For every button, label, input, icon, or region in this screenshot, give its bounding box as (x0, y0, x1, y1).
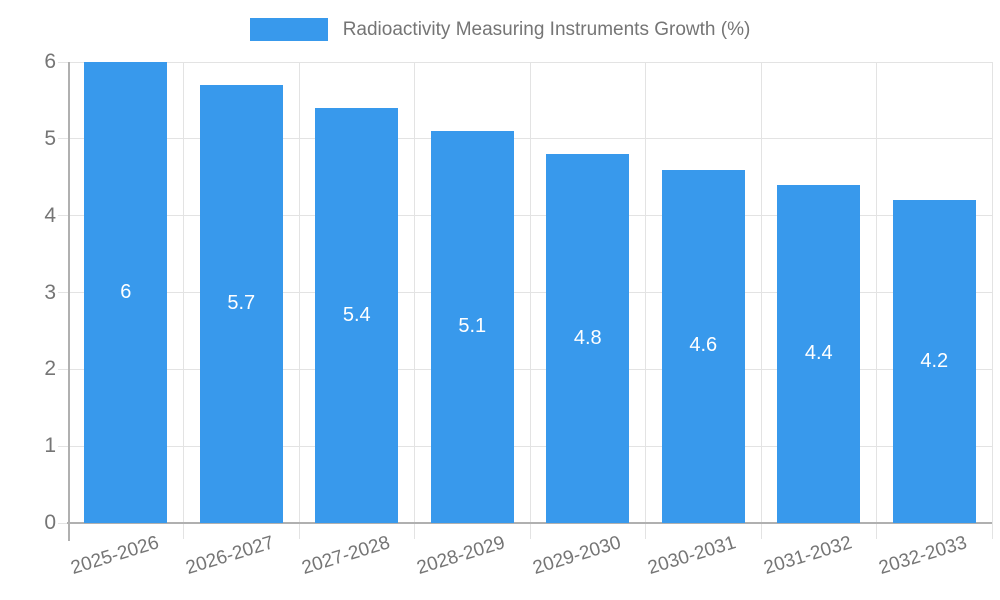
x-axis-tick-label: 2030-2031 (645, 532, 739, 579)
y-axis-tick (58, 138, 68, 140)
y-axis-tick (58, 522, 68, 524)
bar-value-label: 5.1 (458, 315, 487, 338)
y-axis-tick-label: 6 (44, 50, 56, 73)
gridline-vertical (876, 62, 877, 523)
bar[interactable]: 4.4 (777, 184, 861, 523)
x-axis-line (67, 522, 992, 524)
y-axis-tick (58, 292, 68, 293)
gridline-vertical (414, 62, 415, 523)
x-axis-tick-label: 2026-2027 (183, 532, 277, 579)
y-axis-tick (58, 61, 68, 63)
x-axis-tick (876, 523, 877, 539)
x-axis-tick (645, 523, 646, 539)
y-axis-tick-label: 0 (44, 511, 56, 534)
gridline-vertical (183, 62, 184, 523)
x-axis-tick-label: 2028-2029 (414, 532, 508, 579)
bar-value-label: 6 (120, 280, 132, 303)
y-axis-tick-label: 4 (44, 203, 56, 227)
x-axis-tick-label: 2025-2026 (68, 532, 162, 579)
x-axis-tick-label: 2029-2030 (530, 532, 624, 579)
gridline-vertical (298, 62, 300, 523)
x-axis-tick (760, 523, 762, 539)
y-axis-tick (58, 215, 68, 217)
bar[interactable]: 4.8 (546, 154, 630, 523)
bar[interactable]: 5.7 (199, 85, 283, 523)
bar[interactable]: 4.6 (661, 169, 745, 523)
y-axis-tick (58, 368, 68, 370)
bar[interactable]: 6 (84, 62, 168, 523)
gridline-vertical (529, 62, 531, 523)
x-axis-tick (298, 523, 300, 539)
bar-value-label: 5.4 (342, 303, 371, 326)
gridline-vertical (760, 62, 762, 523)
x-axis-tick-label: 2031-2032 (761, 532, 855, 579)
x-axis-tick-label: 2032-2033 (876, 532, 970, 579)
x-axis-tick (183, 523, 184, 539)
x-axis-tick (529, 523, 531, 539)
plot-area: 0 1 2 3 4 5 6 6 5.7 5.4 5.1 4.8 4.6 4.4 4.2 2025-2026 20… (44, 50, 993, 579)
bar-value-label: 4.2 (920, 349, 949, 372)
bar[interactable]: 4.2 (892, 200, 976, 523)
x-axis-tick (414, 523, 415, 539)
gridline-vertical (991, 62, 993, 523)
x-axis-tick-label: 2027-2028 (299, 532, 393, 579)
y-axis-line (68, 62, 70, 541)
y-axis-tick-label: 5 (44, 126, 56, 150)
y-axis-tick-label: 1 (44, 434, 56, 458)
gridline-vertical (645, 62, 646, 523)
y-axis-tick-label: 3 (44, 280, 56, 304)
y-axis-tick (58, 445, 68, 447)
chart-title: Radioactivity Measuring Instruments Grow… (342, 18, 751, 40)
y-axis-tick-label: 2 (44, 357, 56, 381)
bar-value-label: 4.6 (689, 334, 718, 357)
legend: Radioactivity Measuring Instruments Grow… (0, 18, 1000, 41)
x-axis-tick (991, 523, 993, 539)
bar[interactable]: 5.4 (315, 108, 399, 523)
legend-swatch[interactable] (249, 18, 328, 41)
bar-value-label: 5.7 (227, 292, 256, 315)
bar-value-label: 4.4 (804, 341, 833, 364)
bar[interactable]: 5.1 (430, 131, 514, 523)
bar-value-label: 4.8 (573, 326, 602, 349)
